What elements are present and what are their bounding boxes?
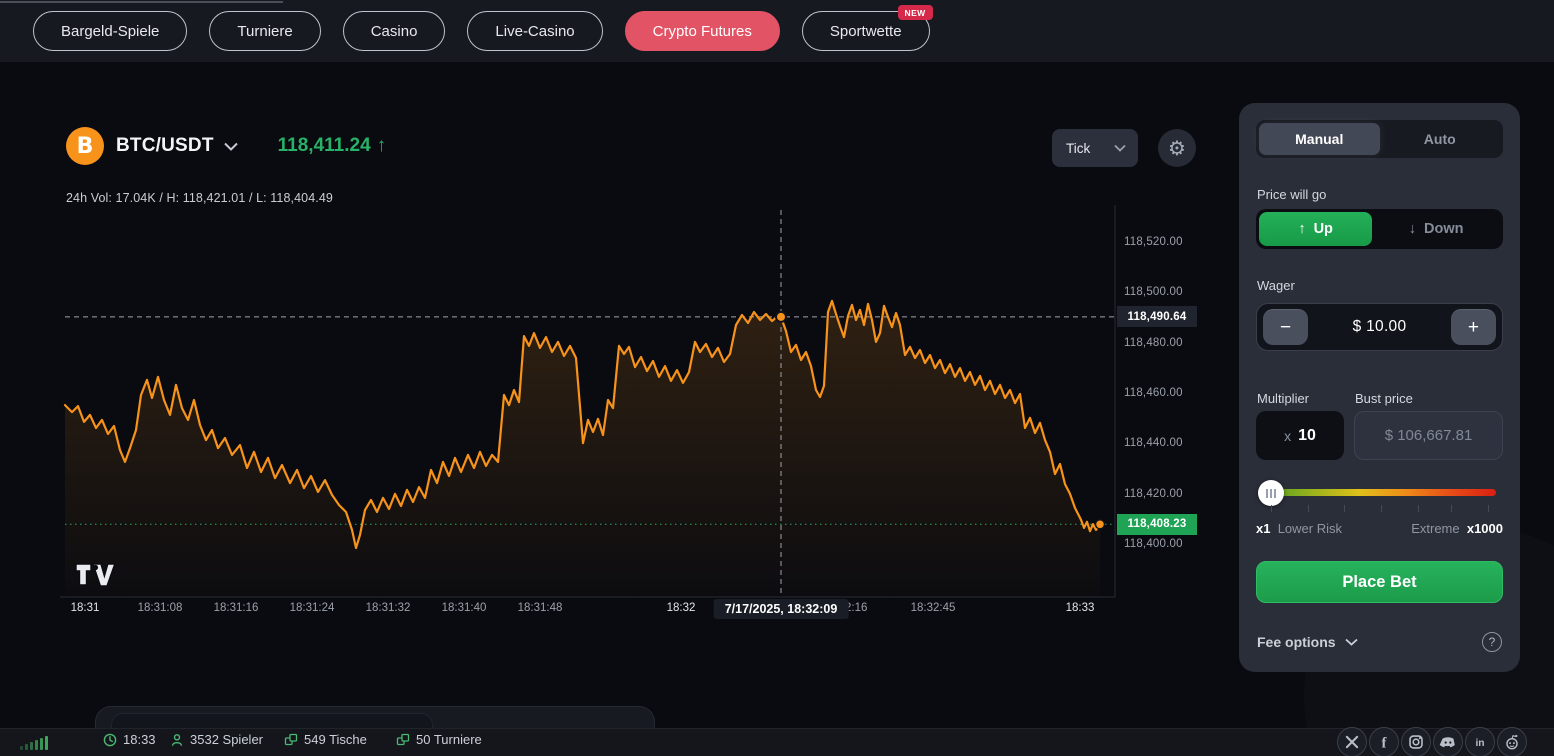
status-players: 3532 Spieler: [170, 732, 263, 747]
wager-decrease-button[interactable]: −: [1263, 309, 1308, 345]
x-axis-tick: 18:31:48: [518, 602, 563, 614]
top-nav: Bargeld-Spiele Turniere Casino Live-Casino C…: [0, 0, 1554, 62]
social-links: f in: [1337, 727, 1527, 756]
x-axis-tick: 18:31:16: [214, 602, 259, 614]
tab-manual[interactable]: Manual: [1259, 123, 1380, 155]
reddit-icon[interactable]: [1497, 727, 1527, 756]
wager-increase-button[interactable]: +: [1451, 309, 1496, 345]
price-value: 118,411.24: [278, 135, 371, 157]
down-button[interactable]: ↓ Down: [1372, 212, 1500, 246]
current-price: 118,411.24 ↑: [278, 135, 387, 157]
price-up-arrow-icon: ↑: [377, 135, 387, 157]
x-axis-tick: 18:31: [71, 602, 100, 614]
down-label: Down: [1424, 221, 1463, 237]
nav-live-casino[interactable]: Live-Casino: [467, 11, 602, 51]
chevron-down-icon: [1345, 638, 1358, 646]
tradingview-logo-icon[interactable]: [74, 561, 116, 589]
risk-min: x1: [1256, 521, 1270, 536]
tournaments-icon: [396, 733, 410, 747]
risk-max-text: Extreme: [1411, 521, 1459, 536]
risk-scale-labels: x1 Lower Risk Extreme x1000: [1256, 521, 1503, 536]
player-icon: [170, 733, 184, 747]
instagram-icon[interactable]: [1401, 727, 1431, 756]
clock-icon: [103, 733, 117, 747]
x-axis-tick: 18:31:08: [138, 602, 183, 614]
help-button[interactable]: ?: [1482, 632, 1502, 652]
crosshair-price-label: 118,490.64: [1117, 306, 1197, 327]
nav-crypto-futures[interactable]: Crypto Futures: [625, 11, 780, 51]
direction-label: Price will go: [1257, 187, 1326, 202]
x-axis-tick: 18:32:45: [911, 602, 956, 614]
pair-header: B BTC/USDT 118,411.24 ↑: [66, 127, 386, 165]
connection-signal-icon: [20, 736, 48, 750]
interval-value: Tick: [1066, 141, 1090, 156]
x-icon[interactable]: [1337, 727, 1367, 756]
svg-text:f: f: [1382, 736, 1388, 752]
crosshair-time-tooltip: 7/17/2025, 18:32:09: [714, 599, 849, 619]
place-bet-button[interactable]: Place Bet: [1256, 561, 1503, 603]
nav-bargeld-spiele[interactable]: Bargeld-Spiele: [33, 11, 187, 51]
nav-sportwette[interactable]: SportwetteNEW: [802, 11, 930, 51]
fee-options-toggle[interactable]: Fee options: [1257, 634, 1358, 650]
y-axis-tick: 118,460.00: [1124, 387, 1183, 399]
y-axis-tick: 118,420.00: [1124, 488, 1183, 500]
up-label: Up: [1314, 221, 1333, 237]
multiplier-prefix: x: [1284, 428, 1291, 444]
tab-auto[interactable]: Auto: [1380, 123, 1501, 155]
pair-chevron-down-icon[interactable]: [224, 142, 238, 151]
bust-price-value: $ 106,667.81: [1354, 411, 1503, 460]
multiplier-label: Multiplier: [1257, 391, 1309, 406]
x-axis-tick: 18:31:24: [290, 602, 335, 614]
y-axis-tick: 118,500.00: [1124, 286, 1183, 298]
app-screen: Bargeld-Spiele Turniere Casino Live-Casino C…: [0, 0, 1554, 756]
new-badge: NEW: [898, 5, 933, 20]
y-axis-tick: 118,480.00: [1124, 337, 1183, 349]
bet-panel: Manual Auto Price will go ↑ Up ↓ Down Wa…: [1239, 103, 1520, 672]
y-axis-tick: 118,440.00: [1124, 437, 1183, 449]
x-axis-tick: 18:31:32: [366, 602, 411, 614]
wager-input-group: − $ 10.00 +: [1256, 303, 1503, 351]
market-stats: 24h Vol: 17.04K / H: 118,421.01 / L: 118…: [66, 191, 333, 205]
wager-label: Wager: [1257, 278, 1295, 293]
price-chart[interactable]: [0, 200, 1210, 620]
multiplier-input[interactable]: x 10: [1256, 411, 1344, 460]
x-axis-tick: 18:33: [1066, 602, 1095, 614]
status-time: 18:33: [103, 732, 156, 747]
top-scroll-indicator: [0, 1, 283, 3]
bust-price-label: Bust price: [1355, 391, 1413, 406]
risk-slider-track[interactable]: [1269, 489, 1496, 496]
svg-text:in: in: [1475, 738, 1484, 749]
status-tables: 549 Tische: [284, 732, 367, 747]
status-tournaments: 50 Turniere: [396, 732, 482, 747]
pair-name: BTC/USDT: [116, 135, 214, 157]
discord-icon[interactable]: [1433, 727, 1463, 756]
x-axis-tick: 18:31:40: [442, 602, 487, 614]
up-button[interactable]: ↑ Up: [1259, 212, 1372, 246]
y-axis-tick: 118,520.00: [1124, 236, 1183, 248]
interval-dropdown[interactable]: Tick: [1052, 129, 1138, 167]
settings-gear-button[interactable]: ⚙: [1158, 129, 1196, 167]
wager-value[interactable]: $ 10.00: [1353, 318, 1407, 336]
nav-casino[interactable]: Casino: [343, 11, 446, 51]
risk-slider-handle[interactable]: [1258, 480, 1284, 506]
fee-options-row: Fee options ?: [1257, 634, 1502, 650]
direction-toggle: ↑ Up ↓ Down: [1256, 209, 1503, 249]
risk-min-text: Lower Risk: [1278, 521, 1342, 536]
last-price-label: 118,408.23: [1117, 514, 1197, 535]
facebook-icon[interactable]: f: [1369, 727, 1399, 756]
x-axis-tick: 18:32: [667, 602, 696, 614]
y-axis-tick: 118,400.00: [1124, 538, 1183, 550]
tables-icon: [284, 733, 298, 747]
up-arrow-icon: ↑: [1298, 221, 1305, 237]
nav-turniere[interactable]: Turniere: [209, 11, 320, 51]
linkedin-icon[interactable]: in: [1465, 727, 1495, 756]
down-arrow-icon: ↓: [1409, 221, 1416, 237]
btc-icon: B: [66, 127, 104, 165]
multiplier-value: 10: [1298, 427, 1316, 445]
risk-max: x1000: [1467, 521, 1503, 536]
chevron-down-icon: [1114, 144, 1126, 152]
mode-tabs: Manual Auto: [1256, 120, 1503, 158]
